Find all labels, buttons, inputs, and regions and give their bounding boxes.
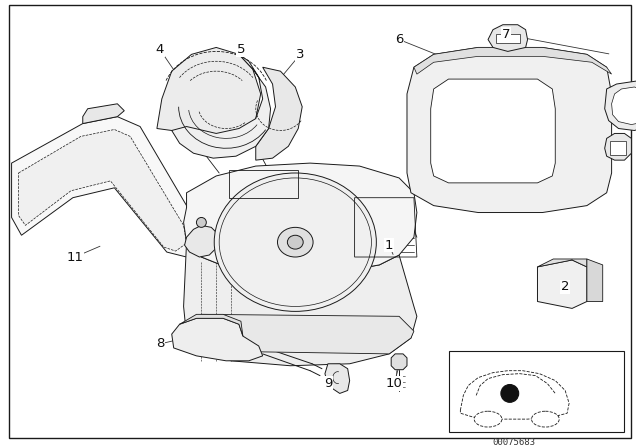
Text: 1: 1 xyxy=(385,239,394,252)
Polygon shape xyxy=(407,47,612,212)
Text: 00075683: 00075683 xyxy=(492,438,535,447)
Ellipse shape xyxy=(214,173,376,311)
Polygon shape xyxy=(180,314,243,336)
Polygon shape xyxy=(605,81,640,130)
Text: 6: 6 xyxy=(395,33,403,46)
Polygon shape xyxy=(325,364,349,393)
Polygon shape xyxy=(431,79,556,183)
Ellipse shape xyxy=(501,384,518,402)
Polygon shape xyxy=(157,47,260,143)
Ellipse shape xyxy=(278,227,313,257)
Polygon shape xyxy=(256,67,302,160)
Polygon shape xyxy=(605,134,632,160)
Polygon shape xyxy=(460,370,569,419)
Text: 8: 8 xyxy=(156,337,164,350)
Polygon shape xyxy=(12,116,202,257)
Polygon shape xyxy=(449,351,625,432)
Polygon shape xyxy=(19,129,186,251)
Polygon shape xyxy=(186,314,414,354)
Ellipse shape xyxy=(474,411,502,427)
Polygon shape xyxy=(414,47,612,74)
Polygon shape xyxy=(496,34,520,43)
Polygon shape xyxy=(83,104,124,124)
Polygon shape xyxy=(610,142,627,155)
Text: 3: 3 xyxy=(296,48,305,61)
Text: 11: 11 xyxy=(67,250,83,263)
Polygon shape xyxy=(587,259,603,302)
Polygon shape xyxy=(184,225,219,257)
Polygon shape xyxy=(488,25,527,52)
Text: 9: 9 xyxy=(324,377,332,390)
Ellipse shape xyxy=(532,411,559,427)
Text: 7: 7 xyxy=(502,28,510,41)
Text: 4: 4 xyxy=(156,43,164,56)
Text: 5: 5 xyxy=(237,43,245,56)
Polygon shape xyxy=(184,163,417,275)
Text: 2: 2 xyxy=(561,280,570,293)
Ellipse shape xyxy=(287,235,303,249)
Polygon shape xyxy=(538,260,587,308)
Polygon shape xyxy=(172,54,271,158)
Polygon shape xyxy=(184,242,417,366)
Polygon shape xyxy=(172,318,262,361)
Polygon shape xyxy=(612,87,640,125)
Polygon shape xyxy=(538,259,587,267)
Ellipse shape xyxy=(196,217,206,227)
Polygon shape xyxy=(391,354,407,370)
Text: 10: 10 xyxy=(386,377,403,390)
